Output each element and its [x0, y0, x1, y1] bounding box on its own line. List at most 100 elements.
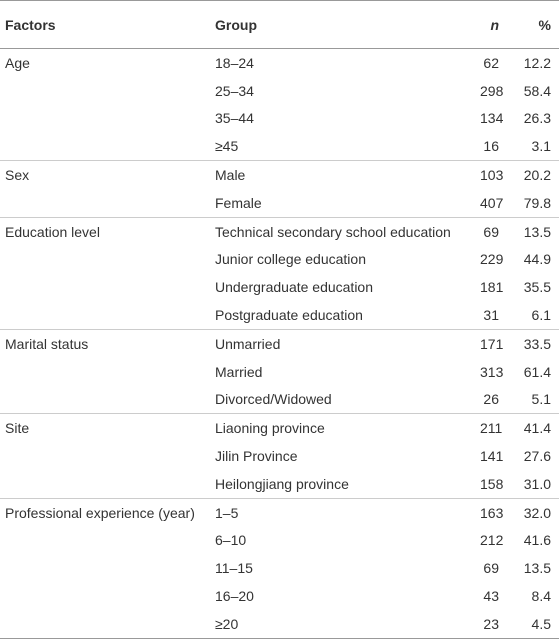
factor-cell [0, 189, 210, 217]
table-row: Professional experience (year) 1–5 163 32.0 [0, 497, 559, 527]
count-cell: 163 [475, 497, 507, 527]
percent-cell: 41.4 [507, 413, 559, 443]
count-cell: 31 [483, 307, 499, 324]
percent-cell: 27.6 [523, 448, 551, 465]
factor-cell [0, 301, 210, 329]
group-cell: Jilin Province [215, 448, 298, 465]
factor-cell [0, 527, 210, 555]
group-cell: Unmarried [210, 328, 475, 358]
factor-cell [0, 273, 210, 301]
table-row: Married 313 61.4 [0, 358, 559, 386]
factor-cell: Site [0, 413, 210, 443]
group-cell: Female [215, 194, 262, 211]
factor-cell [0, 442, 210, 470]
table-row: 35–44 134 26.3 [0, 105, 559, 133]
percent-cell: 12.2 [523, 54, 551, 71]
factor-cell [0, 132, 210, 160]
table-row: Site Liaoning province 211 41.4 [0, 413, 559, 443]
table-row: Postgraduate education 31 6.1 [0, 301, 559, 329]
percent-cell: 61.4 [523, 363, 551, 380]
group-cell: Male [210, 160, 475, 189]
percent-cell: 44.9 [523, 251, 551, 268]
count-cell: 62 [483, 54, 499, 71]
table-row: Jilin Province 141 27.6 [0, 442, 559, 470]
percent-cell: 33.5 [507, 328, 559, 358]
count-cell: 69 [475, 216, 507, 246]
header-cell: Group [210, 0, 475, 49]
percent-cell: 79.8 [523, 194, 551, 211]
factor-cell: Age [5, 54, 30, 71]
group-cell: 16–20 [215, 588, 254, 605]
percent-cell: 4.5 [507, 609, 559, 639]
group-cell: Divorced/Widowed [215, 391, 332, 408]
group-cell: Technical secondary school education [210, 216, 475, 246]
percent-cell: 58.4 [523, 82, 551, 99]
group-cell: 35–44 [215, 110, 254, 127]
group-cell: 18–24 [215, 54, 254, 71]
factor-cell [0, 358, 210, 386]
count-cell: 407 [480, 194, 504, 211]
group-cell: 6–10 [215, 532, 247, 549]
count-cell: 26 [483, 391, 499, 408]
percent-cell: 31.0 [523, 475, 551, 492]
factor-cell [0, 609, 210, 639]
factor-cell: Sex [0, 160, 210, 189]
count-cell: 298 [480, 82, 504, 99]
factor-cell [0, 582, 210, 610]
header-cell: Factors [0, 0, 210, 49]
table-row: Marital status Unmarried 171 33.5 [0, 328, 559, 358]
group-cell: Married [215, 363, 263, 380]
percent-cell: 5.1 [531, 391, 551, 408]
percent-cell: 13.5 [507, 216, 559, 246]
count-cell: 134 [480, 110, 504, 127]
group-cell: ≥20 [210, 609, 475, 639]
group-cell: Postgraduate education [215, 307, 363, 324]
count-cell: 16 [483, 138, 499, 155]
table-row: Education level Technical secondary schoo… [0, 216, 559, 246]
factor-cell: Education level [0, 216, 210, 246]
group-cell: Liaoning province [210, 413, 475, 443]
table-row: ≥20 23 4.5 [0, 609, 559, 639]
factor-cell [0, 554, 210, 582]
table-row: 11–15 69 13.5 [0, 554, 559, 582]
count-cell: 313 [480, 363, 504, 380]
factor-cell [0, 246, 210, 274]
count-cell: 212 [480, 532, 504, 549]
table-row: Female 407 79.8 [0, 189, 559, 217]
group-cell: 11–15 [215, 560, 253, 577]
percent-cell: 35.5 [523, 279, 551, 296]
count-cell: 181 [480, 279, 504, 296]
table-row: 16–20 43 8.4 [0, 582, 559, 610]
percent-cell: 6.1 [531, 307, 551, 324]
group-cell: Undergraduate education [215, 279, 374, 296]
header-cell: % [507, 0, 559, 49]
group-cell: Heilongjiang province [215, 475, 349, 492]
percent-cell: 20.2 [507, 160, 559, 189]
count-cell: 211 [475, 413, 507, 443]
group-cell: Junior college education [215, 251, 366, 268]
group-cell: ≥45 [215, 138, 239, 155]
count-cell: 158 [480, 475, 504, 492]
factor-cell [0, 77, 210, 105]
percent-cell: 26.3 [523, 110, 551, 127]
factor-cell [0, 386, 210, 414]
table-row: Junior college education 229 44.9 [0, 246, 559, 274]
table-row: Age 18–24 62 12.2 [0, 49, 559, 77]
table-row: Divorced/Widowed 26 5.1 [0, 386, 559, 414]
table-row: Sex Male 103 20.2 [0, 160, 559, 189]
header-row: Factors Group n % [0, 0, 559, 49]
percent-cell: 3.1 [531, 138, 551, 155]
factor-cell: Marital status [0, 328, 210, 358]
percent-cell: 32.0 [507, 497, 559, 527]
count-cell: 43 [483, 588, 499, 605]
factor-cell: Professional experience (year) [0, 497, 210, 527]
header-cell: n [475, 0, 507, 49]
table-row: ≥45 16 3.1 [0, 132, 559, 160]
percent-cell: 13.5 [523, 560, 551, 577]
group-cell: 1–5 [210, 497, 475, 527]
table-body: Age 18–24 62 12.2 25–34 298 58.4 35–44 134 26.3 ≥4… [0, 49, 559, 639]
table-row: 25–34 298 58.4 [0, 77, 559, 105]
count-cell: 171 [475, 328, 507, 358]
